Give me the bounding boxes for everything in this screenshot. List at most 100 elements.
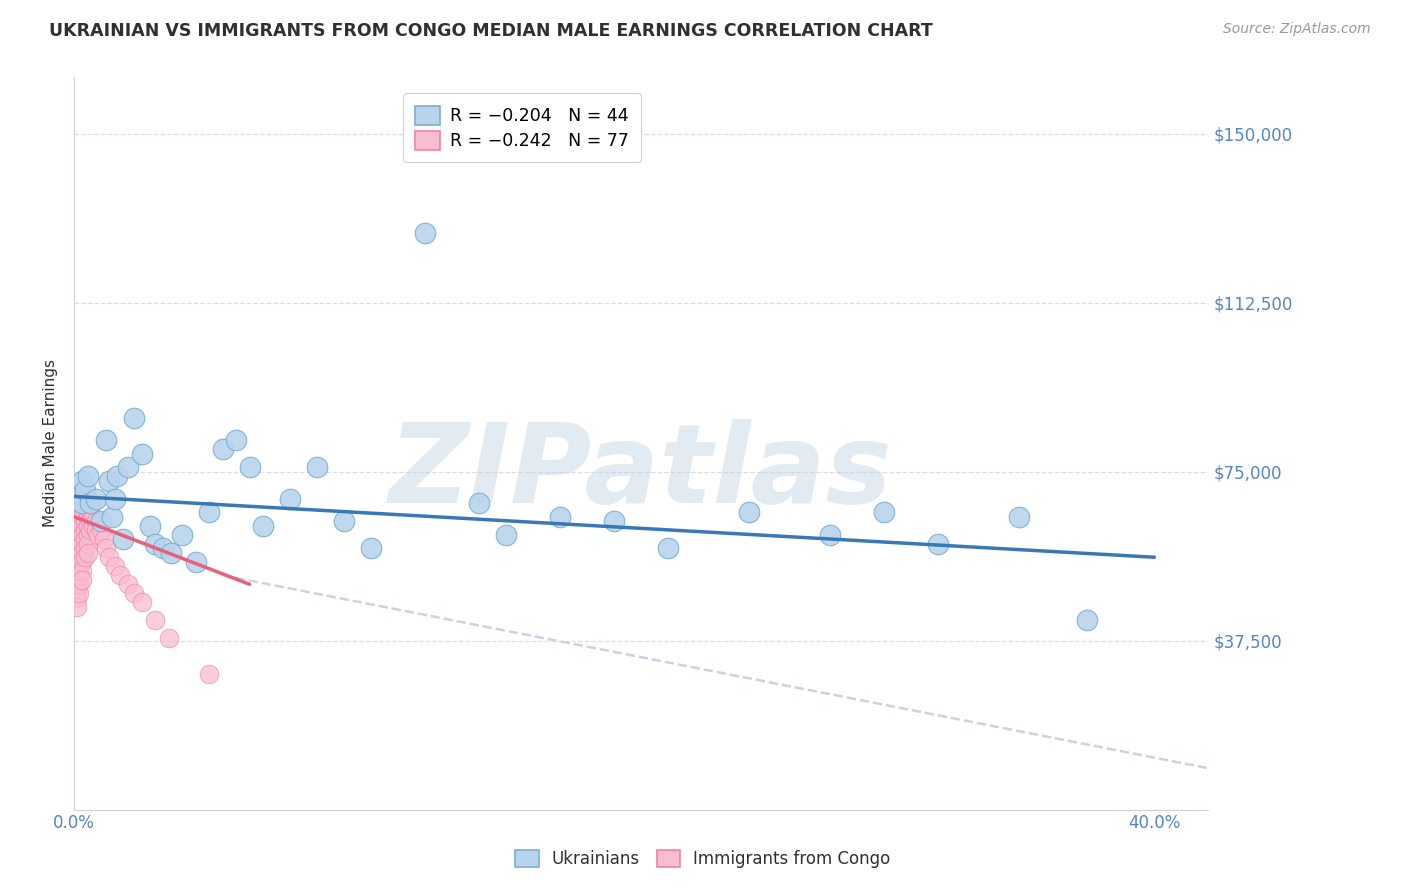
- Point: [66, 537, 89, 551]
- Point: [90, 514, 112, 528]
- Point: [66, 573, 89, 587]
- Point: [66, 509, 89, 524]
- Point: [184, 555, 207, 569]
- Point: [117, 577, 139, 591]
- Point: [69, 518, 91, 533]
- Point: [69, 559, 91, 574]
- Point: [70, 527, 93, 541]
- Point: [66, 527, 89, 541]
- Point: [66, 564, 89, 578]
- Point: [87, 527, 110, 541]
- Point: [79, 496, 101, 510]
- Point: [66, 550, 89, 565]
- Point: [211, 442, 233, 456]
- Point: [66, 546, 89, 560]
- Point: [117, 460, 139, 475]
- Point: [69, 586, 91, 600]
- Point: [90, 523, 112, 537]
- Point: [96, 433, 118, 447]
- Point: [84, 523, 107, 537]
- Point: [548, 509, 571, 524]
- Point: [96, 541, 118, 556]
- Point: [76, 537, 98, 551]
- Point: [70, 546, 93, 560]
- Point: [820, 527, 842, 541]
- Point: [122, 586, 145, 600]
- Point: [69, 487, 91, 501]
- Point: [70, 509, 93, 524]
- Point: [73, 550, 96, 565]
- Point: [76, 527, 98, 541]
- Point: [152, 541, 174, 556]
- Point: [69, 505, 91, 519]
- Point: [69, 527, 91, 541]
- Point: [76, 546, 98, 560]
- Y-axis label: Median Male Earnings: Median Male Earnings: [44, 359, 58, 527]
- Point: [69, 523, 91, 537]
- Point: [198, 667, 221, 681]
- Point: [131, 595, 153, 609]
- Point: [82, 518, 104, 533]
- Point: [160, 546, 183, 560]
- Point: [69, 533, 91, 547]
- Legend: Ukrainians, Immigrants from Congo: Ukrainians, Immigrants from Congo: [509, 843, 897, 875]
- Point: [98, 550, 121, 565]
- Point: [104, 491, 127, 506]
- Point: [69, 541, 91, 556]
- Point: [66, 518, 89, 533]
- Point: [122, 410, 145, 425]
- Point: [79, 514, 101, 528]
- Point: [307, 460, 329, 475]
- Point: [93, 533, 115, 547]
- Point: [69, 487, 91, 501]
- Point: [225, 433, 247, 447]
- Point: [104, 559, 127, 574]
- Point: [278, 491, 301, 506]
- Point: [73, 533, 96, 547]
- Point: [413, 226, 436, 240]
- Point: [84, 514, 107, 528]
- Point: [1008, 509, 1031, 524]
- Point: [82, 509, 104, 524]
- Point: [927, 537, 949, 551]
- Point: [70, 555, 93, 569]
- Point: [172, 527, 194, 541]
- Point: [69, 550, 91, 565]
- Point: [143, 537, 166, 551]
- Point: [131, 447, 153, 461]
- Point: [90, 514, 112, 528]
- Point: [69, 564, 91, 578]
- Point: [76, 469, 98, 483]
- Point: [66, 582, 89, 596]
- Point: [495, 527, 517, 541]
- Point: [333, 514, 356, 528]
- Point: [69, 537, 91, 551]
- Text: ZIPatlas: ZIPatlas: [389, 419, 893, 526]
- Point: [73, 514, 96, 528]
- Point: [66, 599, 89, 614]
- Point: [70, 518, 93, 533]
- Point: [73, 483, 96, 497]
- Point: [66, 577, 89, 591]
- Point: [66, 523, 89, 537]
- Point: [69, 555, 91, 569]
- Point: [143, 613, 166, 627]
- Text: Source: ZipAtlas.com: Source: ZipAtlas.com: [1223, 22, 1371, 37]
- Point: [1076, 613, 1098, 627]
- Text: UKRAINIAN VS IMMIGRANTS FROM CONGO MEDIAN MALE EARNINGS CORRELATION CHART: UKRAINIAN VS IMMIGRANTS FROM CONGO MEDIA…: [49, 22, 934, 40]
- Point: [239, 460, 262, 475]
- Point: [252, 518, 274, 533]
- Point: [157, 632, 180, 646]
- Point: [70, 564, 93, 578]
- Point: [468, 496, 491, 510]
- Point: [79, 523, 101, 537]
- Point: [69, 514, 91, 528]
- Point: [111, 533, 134, 547]
- Point: [108, 568, 131, 582]
- Point: [66, 568, 89, 582]
- Point: [873, 505, 896, 519]
- Point: [76, 518, 98, 533]
- Point: [198, 505, 221, 519]
- Point: [657, 541, 679, 556]
- Point: [69, 568, 91, 582]
